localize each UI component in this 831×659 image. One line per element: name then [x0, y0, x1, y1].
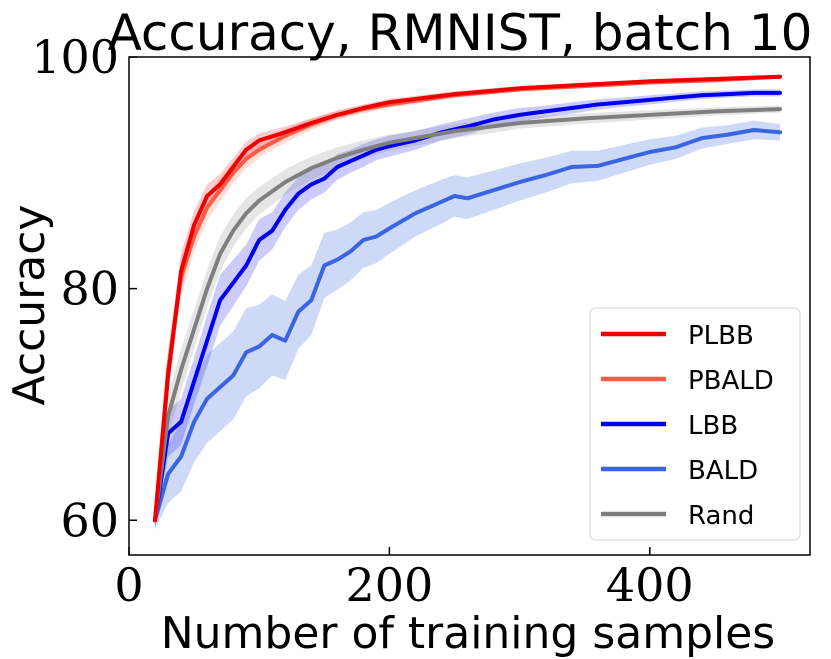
legend-item-rand: Rand: [601, 501, 754, 531]
legend-item-pbald: PBALD: [601, 366, 774, 396]
y-axis-ticks: 60 80 100: [31, 30, 137, 547]
legend-item-lbb: LBB: [601, 411, 738, 441]
x-axis-label: Number of training samples: [161, 608, 775, 659]
x-tick-label-400: 400: [606, 558, 694, 612]
legend-items: PLBB PBALD LBB BALD Rand: [601, 321, 774, 531]
legend-box: [589, 307, 801, 541]
y-tick-label-100: 100: [31, 30, 119, 84]
y-tick-label-80: 80: [60, 262, 119, 316]
legend-item-plbb: PLBB: [601, 321, 754, 351]
line-plbb: [153, 74, 782, 523]
legend-item-bald: BALD: [601, 456, 758, 486]
plot-area: [128, 56, 811, 556]
legend-label-lbb: LBB: [688, 411, 738, 441]
line-rand: [153, 107, 782, 523]
confidence-bands: [155, 75, 780, 530]
legend-label-rand: Rand: [688, 501, 754, 531]
x-tick-label-0: 0: [114, 558, 143, 612]
legend-label-plbb: PLBB: [688, 321, 754, 351]
line-bald: [153, 128, 782, 523]
x-axis-ticks: 0 200 400: [114, 547, 694, 612]
chart-title: Accuracy, RMNIST, batch 10: [108, 4, 813, 62]
x-tick-label-200: 200: [345, 558, 433, 612]
band-bald: [155, 120, 780, 530]
legend-label-bald: BALD: [688, 456, 758, 486]
line-lbb: [153, 90, 782, 523]
plot-frame: [128, 56, 811, 556]
legend-label-pbald: PBALD: [688, 366, 774, 396]
y-tick-label-60: 60: [60, 493, 119, 547]
legend: PLBB PBALD LBB BALD Rand: [589, 307, 801, 541]
band-lbb: [155, 89, 780, 528]
series-lines: [153, 74, 782, 523]
y-axis-label: Accuracy: [4, 205, 55, 406]
